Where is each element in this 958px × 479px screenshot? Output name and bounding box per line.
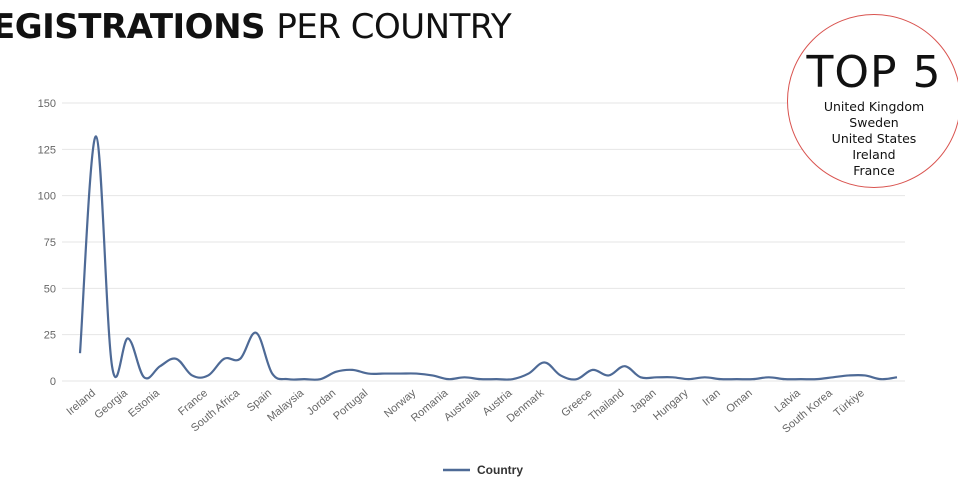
x-tick-label: Portugal xyxy=(331,387,370,423)
top5-item: France xyxy=(853,163,895,178)
y-axis-ticks: 0 25 50 75 100 125 150 xyxy=(38,98,56,388)
gridlines xyxy=(62,102,905,382)
page-title: EGISTRATIONS PER COUNTRY xyxy=(0,4,512,50)
y-tick-label: 75 xyxy=(44,237,56,249)
x-tick-label: Georgia xyxy=(92,387,130,422)
x-tick-label: Oman xyxy=(724,387,755,415)
top5-item: Sweden xyxy=(849,115,899,130)
page-title-bold: EGISTRATIONS xyxy=(0,7,266,47)
x-tick-label: Malaysia xyxy=(265,387,307,425)
y-tick-label: 125 xyxy=(38,144,56,156)
top5-heading: TOP 5 xyxy=(806,47,942,98)
series-layer xyxy=(78,135,898,381)
y-tick-label: 50 xyxy=(44,283,56,295)
top5-item: United States xyxy=(831,131,917,146)
x-tick-label: Hungary xyxy=(651,387,691,423)
top5-badge: TOP 5 United Kingdom Sweden United State… xyxy=(787,14,958,188)
x-tick-label: Australia xyxy=(442,387,483,424)
legend[interactable]: Country xyxy=(443,463,523,477)
page-title-light: PER COUNTRY xyxy=(276,7,512,47)
x-tick-label: Türkiye xyxy=(832,387,867,419)
y-tick-label: 25 xyxy=(44,330,56,342)
top5-item: Ireland xyxy=(852,147,896,162)
x-tick-label: Thailand xyxy=(587,387,627,423)
x-tick-label: Estonia xyxy=(126,387,162,420)
y-tick-label: 0 xyxy=(50,376,56,388)
y-tick-label: 150 xyxy=(38,98,56,110)
top5-item: United Kingdom xyxy=(823,99,925,114)
legend-label-country: Country xyxy=(477,463,523,477)
y-tick-label: 100 xyxy=(38,191,56,203)
x-tick-label: Iran xyxy=(700,387,722,408)
series-line-country[interactable] xyxy=(78,135,898,381)
top5-list: United Kingdom Sweden United States Irel… xyxy=(788,99,958,179)
